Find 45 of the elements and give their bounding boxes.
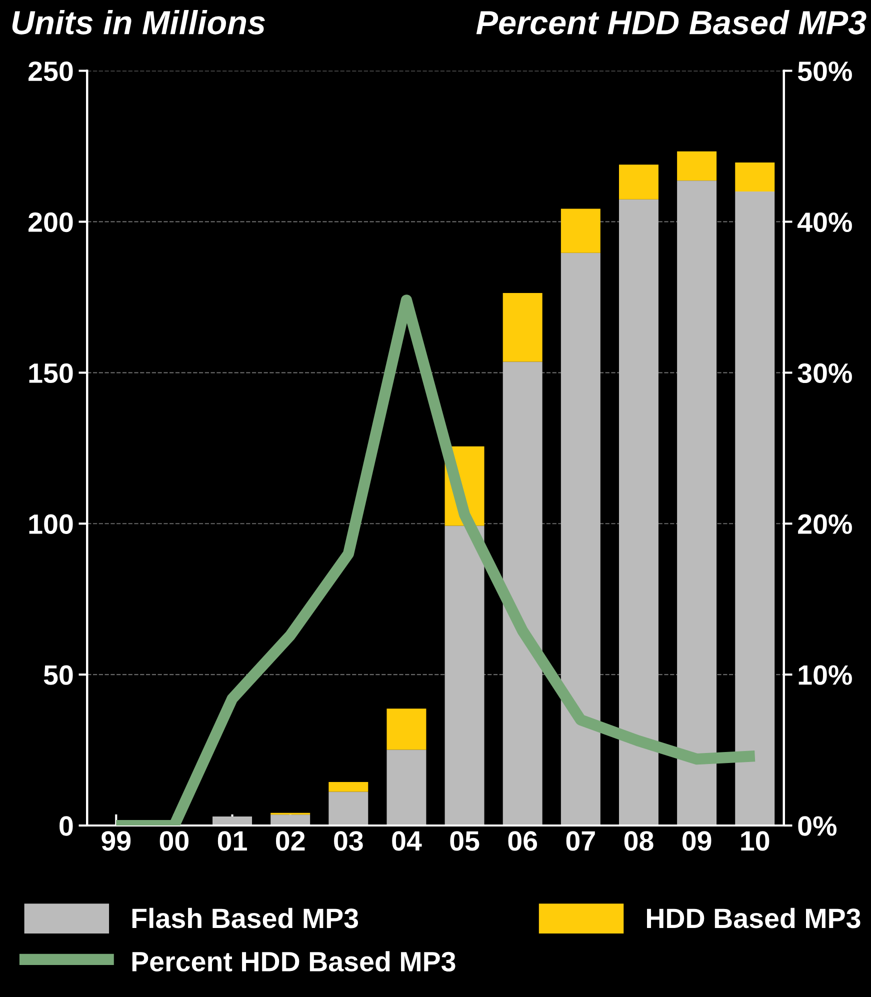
x-tick-label: 10: [741, 831, 770, 851]
bar: [560, 208, 600, 253]
x-tick-label: 09: [682, 831, 712, 851]
legend-label: HDD Based MP3: [647, 908, 860, 928]
bar: [328, 792, 368, 826]
y2-tick-label: 30%: [798, 363, 852, 384]
bar: [560, 252, 600, 826]
x-tick-label: 99: [102, 831, 131, 851]
y-axis-title: Units in Millions: [12, 10, 265, 34]
y-tick-label: 50: [44, 665, 73, 685]
x-tick-label: 01: [218, 831, 247, 851]
bar: [618, 199, 658, 826]
bar: [677, 180, 717, 826]
y-tick-label: 200: [28, 212, 73, 232]
x-tick-label: 03: [334, 831, 363, 851]
legend-label: Flash Based MP3: [132, 908, 358, 928]
x-tick-label: 07: [566, 831, 595, 851]
y2-tick-label: 20%: [798, 514, 852, 534]
bar: [735, 162, 775, 192]
legend-label: Percent HDD Based MP3: [132, 951, 456, 972]
y-tick-label: 0: [60, 816, 73, 836]
y2-axis-title: Percent HDD Based MP3: [476, 10, 866, 34]
x-tick-label: 02: [276, 831, 305, 851]
y-tick-label: 100: [29, 514, 73, 534]
x-tick-label: 06: [508, 831, 538, 851]
y2-tick-label: 10%: [798, 665, 852, 685]
bar: [677, 151, 717, 181]
bar: [386, 750, 426, 826]
bar: [502, 292, 542, 362]
bar: [735, 192, 775, 826]
x-tick-label: 04: [392, 831, 422, 851]
x-tick-label: 00: [160, 831, 189, 851]
bar: [328, 782, 368, 792]
x-tick-label: 05: [450, 831, 480, 851]
bar: [618, 164, 658, 200]
y-tick-label: 250: [28, 61, 73, 82]
y2-tick-label: 50%: [798, 61, 852, 82]
bar: [502, 362, 542, 826]
bar: [444, 526, 484, 826]
y2-tick-label: 0%: [798, 816, 837, 836]
bar: [386, 708, 426, 750]
bar: [270, 814, 310, 826]
y2-tick-label: 40%: [798, 212, 852, 232]
x-tick-label: 08: [624, 831, 654, 851]
y-tick-label: 150: [29, 363, 73, 384]
